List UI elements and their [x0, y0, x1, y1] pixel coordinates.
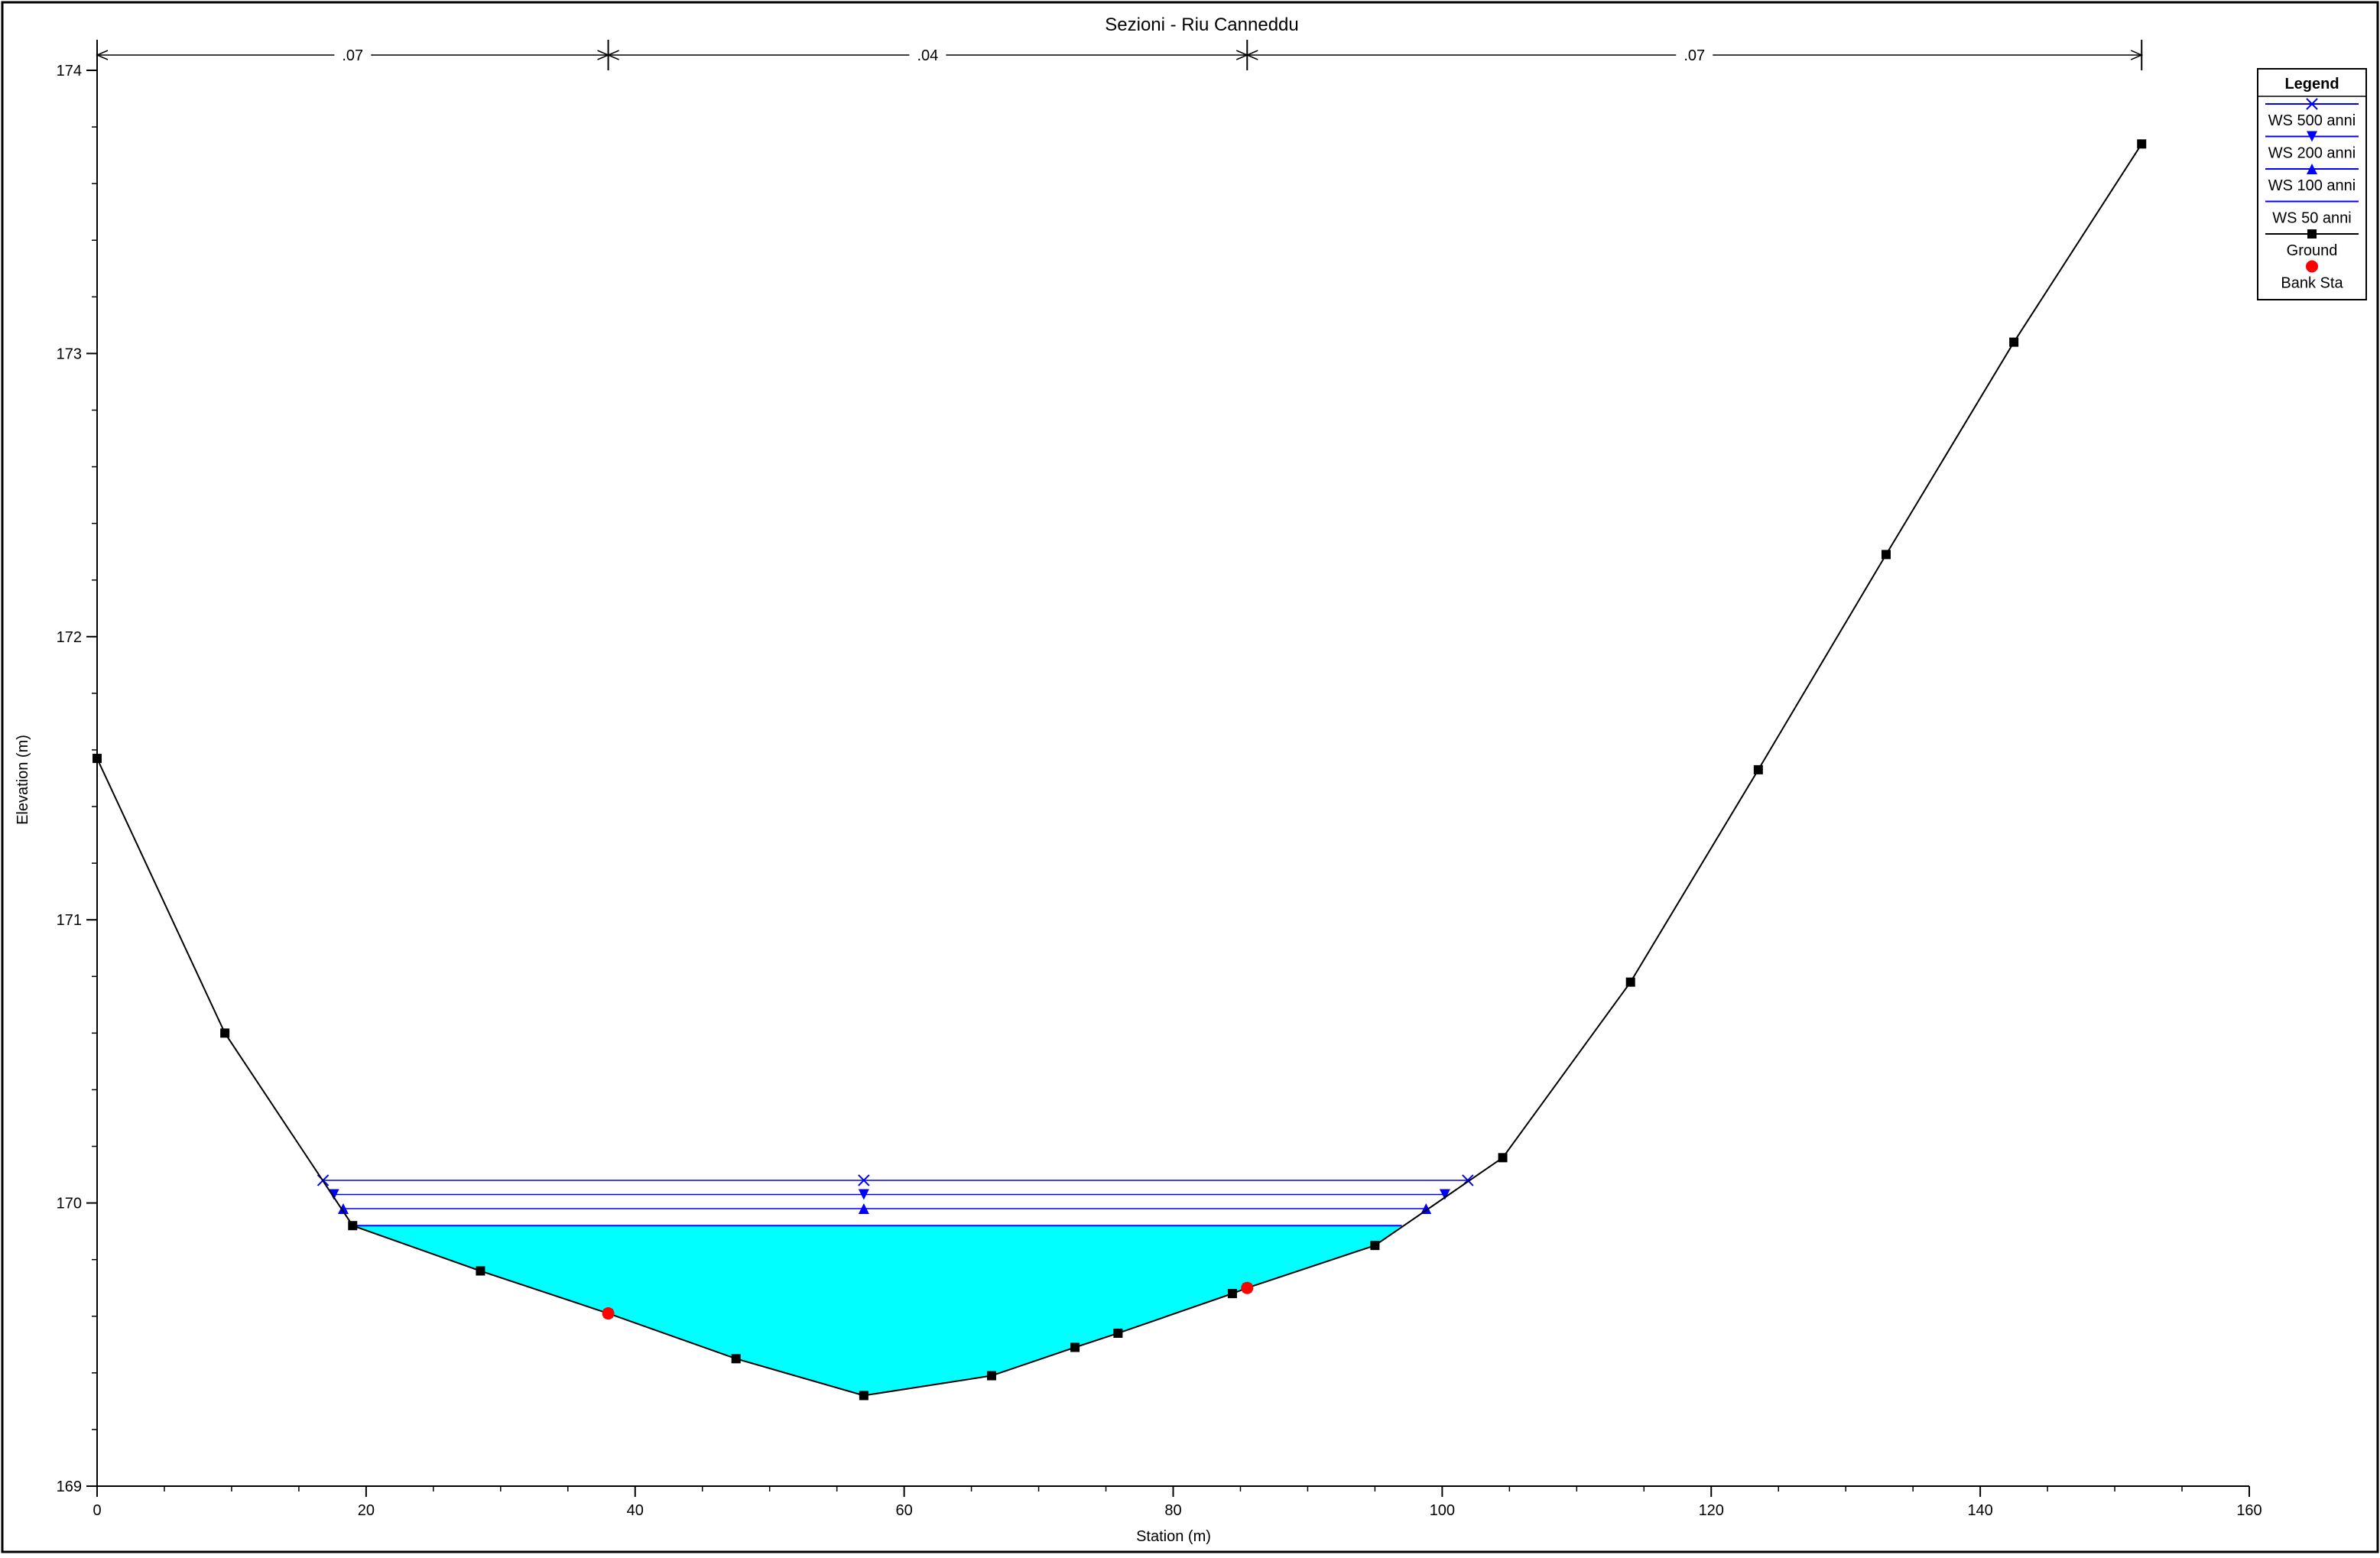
ground-point: [476, 1266, 485, 1276]
ground-point: [859, 1391, 869, 1401]
legend-marker-bank-sta: [2306, 260, 2318, 273]
ground-point: [1070, 1342, 1080, 1352]
x-tick-label: 60: [896, 1502, 913, 1519]
legend-marker-ws-500-anni: [2306, 98, 2318, 110]
ground-point: [2137, 139, 2147, 149]
x-tick-label: 80: [1164, 1502, 1181, 1519]
y-axis-label: Elevation (m): [15, 735, 31, 825]
manning-arrow: [2130, 50, 2144, 60]
y-tick-label: 169: [57, 1478, 82, 1495]
marker-ws-200-anni: [328, 1189, 339, 1200]
x-tick-label: 40: [627, 1502, 644, 1519]
legend-marker-ground: [2307, 229, 2317, 239]
marker-ws-500-anni: [858, 1174, 870, 1186]
legend-marker-ws-200-anni: [2307, 131, 2317, 142]
x-tick-label: 20: [358, 1502, 375, 1519]
chart-title: Sezioni - Riu Canneddu: [1105, 15, 1299, 35]
water-fill-ws-50: [352, 1225, 1402, 1396]
x-tick-label: 100: [1430, 1502, 1455, 1519]
ground-point: [1227, 1289, 1237, 1299]
ground-point: [1498, 1153, 1508, 1163]
ground-point: [1370, 1241, 1380, 1251]
axes: 0 20 40 60 80 100 120 140 160 169 170 171 172 173 174: [57, 40, 2262, 1519]
y-tick-label: 173: [57, 346, 82, 362]
ground-point: [220, 1028, 230, 1038]
ground-point: [731, 1354, 741, 1364]
legend-marker-ws-100-anni: [2307, 164, 2317, 174]
legend-title: Legend: [2284, 76, 2339, 93]
legend: Legend WS 500 anni WS 200 anni WS 100 anni W…: [2257, 68, 2367, 300]
legend-label-bank-sta: Bank Sta: [2281, 275, 2343, 292]
x-tick-label: 0: [93, 1502, 101, 1519]
y-tick-label: 171: [57, 912, 82, 929]
legend-label-ws-200-anni: WS 200 anni: [2268, 145, 2356, 162]
legend-label-ground: Ground: [2287, 242, 2338, 259]
manning-n-label: .04: [917, 47, 939, 64]
water-surface-lines: [317, 1174, 1474, 1227]
x-tick-label: 120: [1699, 1502, 1724, 1519]
x-axis-label: Station (m): [1136, 1528, 1211, 1545]
ground-point: [1113, 1328, 1123, 1338]
x-tick-label: 140: [1967, 1502, 1992, 1519]
water-area: [352, 1225, 1402, 1396]
ground-point: [1881, 550, 1891, 560]
manning-arrow: [606, 50, 619, 60]
ground-point: [986, 1371, 996, 1381]
marker-ws-200-anni: [1439, 1189, 1450, 1200]
marker-ws-200-anni: [858, 1189, 869, 1200]
marker-ws-100-anni: [337, 1203, 349, 1215]
bank-station-point: [1241, 1281, 1254, 1294]
x-tick-label: 160: [2236, 1502, 2261, 1519]
manning-n-band: .07 .04 .07: [96, 40, 2144, 70]
ground-point: [2009, 337, 2019, 347]
y-tick-label: 170: [57, 1196, 82, 1212]
bank-station-point: [602, 1307, 615, 1320]
ground-point: [1625, 977, 1635, 987]
y-tick-label: 174: [57, 63, 82, 80]
marker-ws-100-anni: [858, 1203, 869, 1215]
y-tick-label: 172: [57, 629, 82, 646]
manning-n-label: .07: [1684, 47, 1705, 64]
manning-n-label: .07: [342, 47, 363, 64]
legend-label-ws-50-anni: WS 50 anni: [2272, 210, 2351, 227]
manning-arrow: [1245, 50, 1258, 60]
ground-point: [348, 1221, 358, 1231]
legend-label-ws-500-anni: WS 500 anni: [2268, 112, 2356, 129]
bank-stations: [602, 1281, 1254, 1320]
ground-point: [1753, 764, 1763, 774]
legend-label-ws-100-anni: WS 100 anni: [2268, 177, 2356, 194]
